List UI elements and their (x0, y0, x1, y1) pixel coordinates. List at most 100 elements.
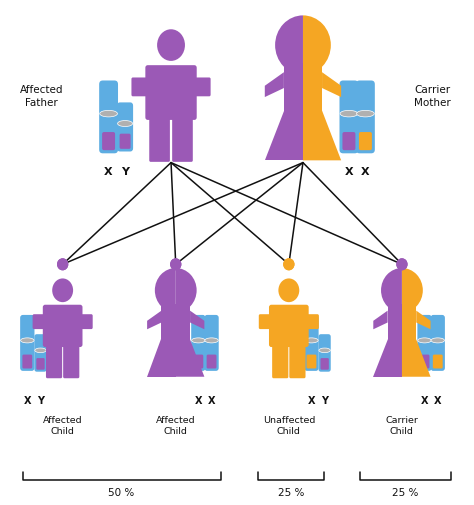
FancyBboxPatch shape (307, 355, 316, 369)
Wedge shape (303, 15, 331, 75)
Polygon shape (402, 339, 430, 377)
FancyBboxPatch shape (46, 342, 62, 378)
FancyBboxPatch shape (117, 103, 133, 152)
Text: Affected
Child: Affected Child (43, 416, 82, 436)
FancyBboxPatch shape (304, 315, 319, 371)
FancyBboxPatch shape (22, 355, 32, 369)
Text: 25 %: 25 % (392, 487, 419, 497)
Polygon shape (284, 63, 303, 115)
Circle shape (283, 258, 294, 270)
FancyBboxPatch shape (119, 134, 131, 149)
Text: Affected
Father: Affected Father (20, 85, 63, 109)
Text: Carrier
Mother: Carrier Mother (414, 85, 451, 109)
FancyBboxPatch shape (419, 355, 429, 369)
Polygon shape (303, 111, 341, 161)
Ellipse shape (418, 338, 431, 343)
Ellipse shape (100, 111, 118, 117)
Wedge shape (275, 15, 303, 75)
FancyBboxPatch shape (272, 342, 288, 378)
FancyBboxPatch shape (36, 358, 45, 370)
Polygon shape (147, 311, 162, 329)
Circle shape (396, 258, 408, 270)
Ellipse shape (319, 348, 330, 352)
FancyBboxPatch shape (131, 77, 210, 96)
Text: Y: Y (321, 395, 328, 406)
Text: Affected
Child: Affected Child (156, 416, 196, 436)
Polygon shape (176, 339, 204, 377)
Ellipse shape (20, 338, 34, 343)
FancyBboxPatch shape (191, 315, 206, 371)
FancyBboxPatch shape (35, 334, 46, 372)
Polygon shape (416, 311, 430, 329)
Ellipse shape (340, 111, 358, 117)
Text: X: X (308, 395, 315, 406)
Wedge shape (402, 268, 423, 313)
Polygon shape (322, 72, 341, 97)
Wedge shape (155, 268, 176, 313)
Polygon shape (147, 339, 176, 377)
Text: 25 %: 25 % (278, 487, 304, 497)
Ellipse shape (278, 278, 299, 302)
FancyBboxPatch shape (269, 305, 309, 347)
Polygon shape (176, 304, 190, 343)
FancyBboxPatch shape (149, 115, 170, 162)
Text: X: X (24, 395, 31, 406)
FancyBboxPatch shape (433, 355, 443, 369)
Ellipse shape (431, 338, 445, 343)
Text: X: X (361, 167, 370, 177)
FancyBboxPatch shape (172, 115, 193, 162)
Ellipse shape (191, 338, 205, 343)
Text: X: X (421, 395, 428, 406)
Ellipse shape (157, 29, 185, 61)
Text: X: X (434, 395, 441, 406)
FancyBboxPatch shape (20, 315, 35, 371)
Text: X: X (345, 167, 353, 177)
FancyBboxPatch shape (259, 314, 319, 329)
FancyBboxPatch shape (193, 355, 203, 369)
FancyBboxPatch shape (339, 80, 358, 154)
Ellipse shape (35, 348, 46, 352)
Text: Unaffected
Child: Unaffected Child (263, 416, 315, 436)
FancyBboxPatch shape (418, 315, 432, 371)
FancyBboxPatch shape (63, 342, 79, 378)
Ellipse shape (118, 121, 133, 127)
FancyBboxPatch shape (342, 132, 356, 150)
Polygon shape (265, 111, 303, 161)
FancyBboxPatch shape (146, 65, 197, 120)
FancyBboxPatch shape (102, 132, 115, 150)
Ellipse shape (356, 111, 374, 117)
Wedge shape (381, 268, 402, 313)
Circle shape (170, 258, 182, 270)
Text: Y: Y (121, 167, 129, 177)
FancyBboxPatch shape (204, 315, 219, 371)
Wedge shape (176, 268, 197, 313)
Text: X: X (104, 167, 113, 177)
Polygon shape (402, 304, 416, 343)
FancyBboxPatch shape (320, 358, 329, 370)
FancyBboxPatch shape (319, 334, 331, 372)
Circle shape (283, 258, 294, 270)
Text: X: X (208, 395, 215, 406)
Ellipse shape (305, 338, 318, 343)
FancyBboxPatch shape (33, 314, 93, 329)
FancyBboxPatch shape (359, 132, 372, 150)
FancyBboxPatch shape (99, 80, 118, 154)
Polygon shape (303, 63, 322, 115)
Ellipse shape (205, 338, 218, 343)
Polygon shape (162, 304, 176, 343)
Polygon shape (265, 72, 284, 97)
FancyBboxPatch shape (207, 355, 217, 369)
FancyBboxPatch shape (289, 342, 306, 378)
FancyBboxPatch shape (43, 305, 82, 347)
Polygon shape (388, 304, 402, 343)
Text: Y: Y (37, 395, 44, 406)
Ellipse shape (52, 278, 73, 302)
Circle shape (396, 258, 408, 270)
Circle shape (57, 258, 68, 270)
Circle shape (170, 258, 182, 270)
Text: Carrier
Child: Carrier Child (385, 416, 419, 436)
FancyBboxPatch shape (430, 315, 445, 371)
Polygon shape (374, 311, 388, 329)
Polygon shape (374, 339, 402, 377)
Polygon shape (190, 311, 204, 329)
